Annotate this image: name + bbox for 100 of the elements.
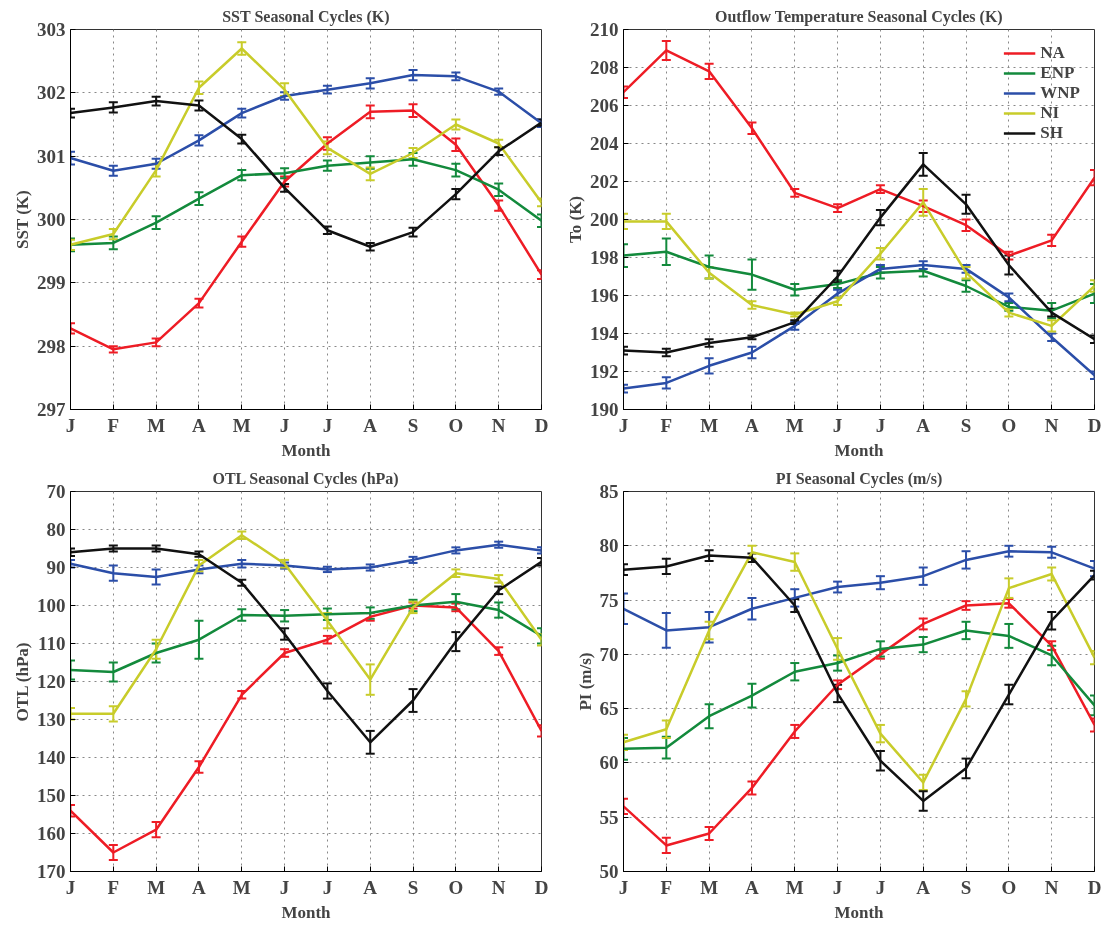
- y-tick-label: 110: [38, 633, 66, 654]
- y-axis-title: OTL (hPa): [13, 642, 32, 722]
- x-axis-title: Month: [281, 902, 332, 922]
- x-tick-label: O: [448, 876, 464, 898]
- x-tick-label: J: [832, 876, 843, 898]
- legend-label: NI: [1040, 103, 1061, 123]
- y-tick-label: 204: [590, 133, 619, 154]
- y-tick-label: 196: [590, 285, 619, 306]
- x-tick-label: D: [534, 876, 549, 898]
- x-tick-label: M: [147, 414, 166, 436]
- y-tick-label: 200: [590, 209, 619, 230]
- x-tick-label: O: [448, 414, 464, 436]
- x-tick-label: J: [832, 414, 843, 436]
- chart-title: SST Seasonal Cycles (K): [222, 7, 390, 26]
- x-tick-label: F: [660, 414, 673, 436]
- x-tick-label: O: [1001, 876, 1017, 898]
- y-tick-label: 50: [599, 861, 619, 882]
- x-tick-label: F: [107, 876, 120, 898]
- x-tick-label: J: [279, 414, 290, 436]
- y-tick-label: 140: [37, 747, 66, 768]
- y-tick-label: 120: [37, 671, 66, 692]
- x-tick-label: J: [322, 876, 333, 898]
- x-tick-label: M: [147, 876, 166, 898]
- x-tick-label: D: [1087, 414, 1102, 436]
- x-axis-title: Month: [834, 902, 885, 922]
- x-tick-label: J: [618, 414, 629, 436]
- x-tick-label: A: [192, 876, 207, 898]
- y-axis-title: PI (m/s): [575, 652, 595, 711]
- x-tick-label: J: [875, 414, 886, 436]
- y-tick-label: 80: [599, 535, 619, 557]
- x-tick-label: S: [407, 414, 419, 436]
- x-tick-label: M: [785, 414, 804, 436]
- y-tick-label: 302: [37, 82, 66, 104]
- x-tick-label: O: [1001, 414, 1017, 436]
- y-tick-label: 130: [37, 709, 66, 730]
- y-tick-label: 100: [37, 595, 66, 616]
- x-tick-label: M: [700, 876, 719, 898]
- x-axis-title: Month: [834, 440, 885, 460]
- chart-title: PI Seasonal Cycles (m/s): [775, 469, 943, 488]
- x-tick-label: D: [534, 414, 549, 436]
- x-tick-label: A: [916, 414, 931, 436]
- x-tick-label: M: [232, 414, 251, 436]
- y-tick-label: 301: [37, 145, 66, 167]
- x-tick-label: A: [745, 414, 760, 436]
- y-tick-label: 85: [599, 481, 619, 502]
- x-tick-label: M: [232, 876, 251, 898]
- x-tick-label: N: [491, 876, 506, 898]
- x-tick-label: D: [1087, 876, 1102, 898]
- x-tick-label: A: [363, 414, 378, 436]
- y-tick-label: 90: [46, 557, 66, 578]
- x-tick-label: J: [279, 876, 290, 898]
- y-tick-label: 70: [46, 481, 66, 502]
- y-axis-title: To (K): [566, 195, 585, 244]
- y-tick-label: 150: [37, 785, 66, 806]
- legend-label: SH: [1040, 123, 1064, 143]
- legend-label: WNP: [1040, 83, 1080, 103]
- y-tick-label: 300: [37, 209, 66, 230]
- x-tick-label: J: [618, 876, 629, 898]
- y-tick-label: 65: [599, 698, 619, 720]
- y-tick-label: 170: [37, 861, 66, 882]
- x-tick-label: J: [875, 876, 886, 898]
- x-tick-label: F: [660, 876, 673, 898]
- y-tick-label: 75: [599, 589, 619, 611]
- x-tick-label: N: [1044, 876, 1059, 898]
- x-tick-label: S: [960, 414, 972, 436]
- x-tick-label: S: [960, 876, 972, 898]
- legend-label: ENP: [1040, 63, 1075, 83]
- x-tick-label: A: [745, 876, 760, 898]
- y-tick-label: 194: [590, 323, 619, 344]
- y-tick-label: 299: [37, 272, 66, 294]
- chart-title: Outflow Temperature Seasonal Cycles (K): [715, 7, 1003, 26]
- legend-label: NA: [1040, 43, 1065, 63]
- y-tick-label: 210: [590, 19, 619, 40]
- y-tick-label: 198: [590, 247, 619, 268]
- x-tick-label: M: [785, 876, 804, 898]
- y-tick-label: 206: [590, 95, 619, 116]
- y-axis-title: SST (K): [13, 190, 32, 250]
- y-tick-label: 297: [37, 399, 66, 420]
- x-axis-title: Month: [281, 440, 332, 460]
- x-tick-label: A: [192, 414, 207, 436]
- x-tick-label: J: [65, 876, 76, 898]
- y-tick-label: 70: [599, 643, 619, 665]
- y-tick-label: 192: [590, 361, 619, 382]
- x-tick-label: M: [700, 414, 719, 436]
- y-tick-label: 208: [590, 57, 619, 78]
- x-tick-label: S: [407, 876, 419, 898]
- y-tick-label: 160: [37, 823, 66, 844]
- y-tick-label: 55: [599, 806, 619, 828]
- x-tick-label: F: [107, 414, 120, 436]
- y-tick-label: 80: [46, 519, 66, 540]
- y-tick-label: 298: [37, 335, 66, 357]
- x-tick-label: N: [491, 414, 506, 436]
- x-tick-label: N: [1044, 414, 1059, 436]
- y-tick-label: 202: [590, 171, 619, 192]
- x-tick-label: A: [363, 876, 378, 898]
- x-tick-label: J: [65, 414, 76, 436]
- y-tick-label: 60: [599, 752, 619, 774]
- x-tick-label: J: [322, 414, 333, 436]
- y-tick-label: 190: [590, 399, 619, 420]
- y-tick-label: 303: [37, 19, 66, 40]
